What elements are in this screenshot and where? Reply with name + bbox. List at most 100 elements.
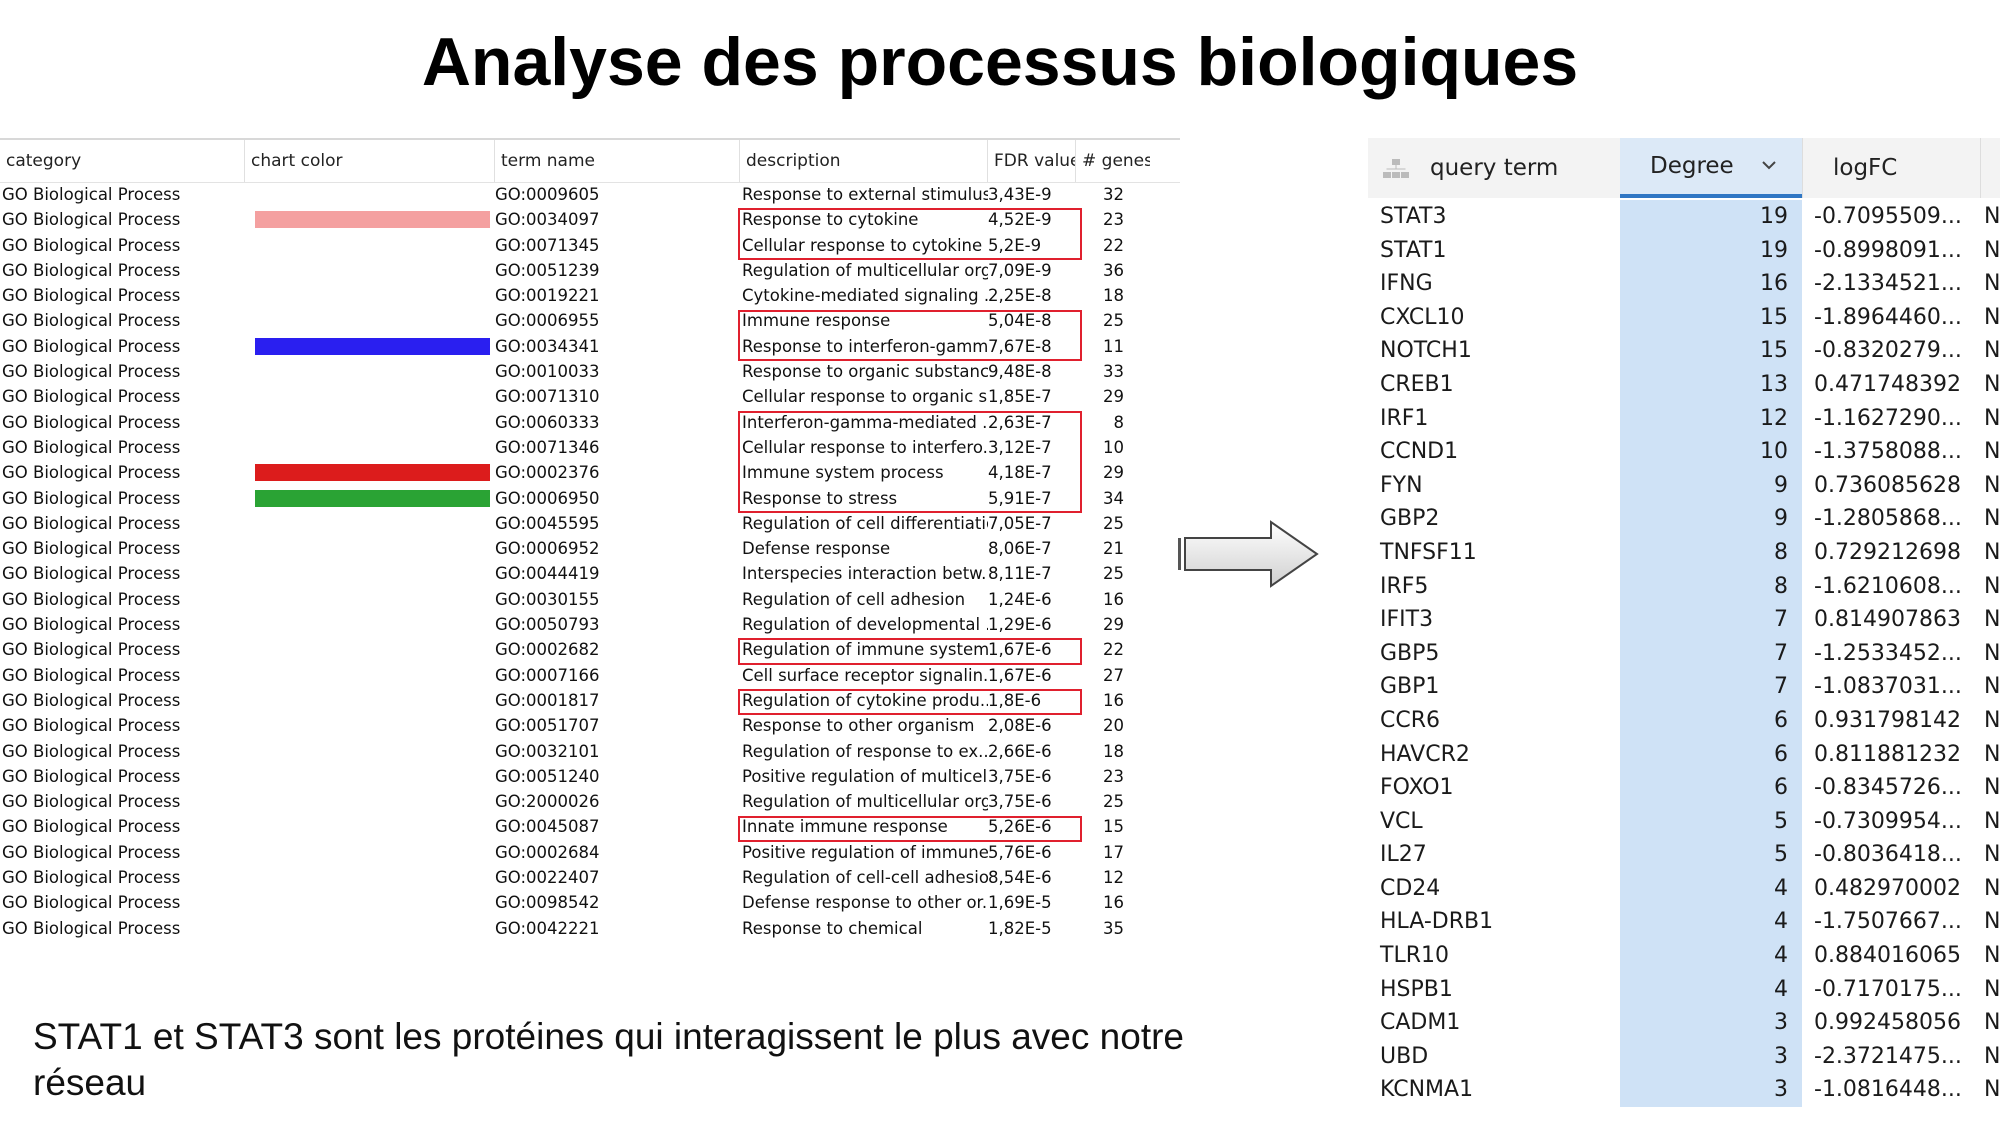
table-row[interactable]: TNFSF11 8 0.729212698 N: [1368, 535, 2000, 570]
table-row[interactable]: GO Biological Process GO:0042221 Response …: [0, 916, 1180, 941]
table-row[interactable]: CD24 4 0.482970002 N: [1368, 871, 2000, 906]
header-genes[interactable]: # genes: [1082, 151, 1150, 171]
term-name-cell: GO:0002682: [495, 640, 600, 660]
highlight-box: [738, 689, 1082, 716]
header-truncated-column[interactable]: [1980, 138, 2000, 198]
header-term-name[interactable]: term name: [495, 140, 740, 182]
logfc-cell: -1.3758088...: [1814, 439, 1962, 465]
query-term-cell: HLA-DRB1: [1380, 909, 1494, 935]
degree-cell: 15: [1620, 300, 1802, 335]
table-row[interactable]: GO Biological Process GO:0098542 Defense r…: [0, 890, 1180, 915]
table-row[interactable]: CXCL10 15 -1.8964460... N: [1368, 300, 2000, 335]
table-row[interactable]: GO Biological Process GO:0006952 Defense r…: [0, 536, 1180, 561]
table-row[interactable]: GO Biological Process GO:0060333 Interfero…: [0, 410, 1180, 435]
table-row[interactable]: GO Biological Process GO:0002682 Regulatio…: [0, 637, 1180, 662]
table-row[interactable]: CREB1 13 0.471748392 N: [1368, 367, 2000, 402]
chart-color-cell: [245, 308, 495, 333]
category-cell: GO Biological Process: [2, 311, 181, 331]
highlight-box: [738, 410, 1082, 513]
table-row[interactable]: HAVCR2 6 0.811881232 N: [1368, 737, 2000, 772]
table-row[interactable]: TLR10 4 0.884016065 N: [1368, 939, 2000, 973]
header-degree[interactable]: Degree: [1620, 138, 1802, 198]
table-row[interactable]: CCR6 6 0.931798142 N: [1368, 703, 2000, 738]
table-row[interactable]: GO Biological Process GO:0022407 Regulatio…: [0, 865, 1180, 890]
table-row[interactable]: GO Biological Process GO:0050793 Regulatio…: [0, 612, 1180, 637]
table-row[interactable]: GO Biological Process GO:0002376 Immune sy…: [0, 460, 1180, 485]
table-row[interactable]: STAT3 19 -0.7095509... N: [1368, 200, 2000, 234]
chevron-down-icon[interactable]: [1760, 156, 1778, 174]
term-name-cell: GO:0050793: [495, 615, 600, 635]
table-row[interactable]: GO Biological Process GO:0071346 Cellular …: [0, 435, 1180, 460]
table-row[interactable]: GO Biological Process GO:0071310 Cellular …: [0, 384, 1180, 409]
genes-count-cell: 20: [1103, 716, 1124, 736]
header-query-term[interactable]: query term: [1368, 138, 1620, 198]
table-row[interactable]: GO Biological Process GO:0034341 Response …: [0, 334, 1180, 359]
table-row[interactable]: GO Biological Process GO:0030155 Regulatio…: [0, 587, 1180, 612]
query-term-cell: STAT1: [1380, 237, 1447, 263]
chart-color-cell: [245, 283, 495, 308]
chart-color-cell: [245, 182, 495, 207]
table-row[interactable]: GO Biological Process GO:0051707 Response …: [0, 713, 1180, 738]
table-row[interactable]: GBP5 7 -1.2533452... N: [1368, 636, 2000, 671]
logfc-cell: 0.814907863: [1814, 607, 1961, 633]
table-row[interactable]: GO Biological Process GO:0044419 Interspec…: [0, 561, 1180, 586]
table-row[interactable]: VCL 5 -0.7309954... N: [1368, 804, 2000, 839]
header-fdr-value[interactable]: FDR value: [988, 140, 1076, 182]
table-row[interactable]: CCND1 10 -1.3758088... N: [1368, 435, 2000, 469]
header-chart-color[interactable]: chart color: [245, 140, 495, 182]
logfc-cell: -1.8964460...: [1814, 304, 1962, 330]
table-row[interactable]: GBP1 7 -1.0837031... N: [1368, 670, 2000, 704]
header-category[interactable]: category: [0, 140, 245, 182]
genes-count-cell: 29: [1103, 463, 1124, 483]
table-row[interactable]: FYN 9 0.736085628 N: [1368, 468, 2000, 503]
table-row[interactable]: IFNG 16 -2.1334521... N: [1368, 267, 2000, 301]
table-row[interactable]: NOTCH1 15 -0.8320279... N: [1368, 334, 2000, 368]
table-row[interactable]: GO Biological Process GO:0006955 Immune re…: [0, 308, 1180, 333]
table-row[interactable]: GO Biological Process GO:0045595 Regulatio…: [0, 511, 1180, 536]
table-row[interactable]: GO Biological Process GO:0002684 Positive …: [0, 840, 1180, 865]
header-logfc[interactable]: logFC: [1802, 138, 1980, 198]
table-row[interactable]: HSPB1 4 -0.7170175... N: [1368, 972, 2000, 1007]
description-cell: Interspecies interaction betw...: [742, 564, 988, 584]
table-row[interactable]: GO Biological Process GO:0019221 Cytokine-…: [0, 283, 1180, 308]
category-cell: GO Biological Process: [2, 387, 181, 407]
table-row[interactable]: GO Biological Process GO:0010033 Response …: [0, 359, 1180, 384]
category-cell: GO Biological Process: [2, 766, 181, 786]
degree-cell: 6: [1620, 703, 1802, 738]
chart-color-cell: [245, 233, 495, 258]
table-row[interactable]: GO Biological Process GO:0034097 Response …: [0, 207, 1180, 232]
truncated-cell: N: [1984, 909, 2000, 935]
table-row[interactable]: FOXO1 6 -0.8345726... N: [1368, 771, 2000, 805]
query-term-cell: UBD: [1380, 1043, 1429, 1069]
logfc-cell: -0.8998091...: [1814, 237, 1962, 263]
table-row[interactable]: KCNMA1 3 -1.0816448... N: [1368, 1073, 2000, 1108]
table-row[interactable]: IFIT3 7 0.814907863 N: [1368, 603, 2000, 637]
table-row[interactable]: GBP2 9 -1.2805868... N: [1368, 502, 2000, 536]
category-cell: GO Biological Process: [2, 615, 181, 635]
header-description[interactable]: description: [740, 140, 988, 182]
table-row[interactable]: GO Biological Process GO:0045087 Innate im…: [0, 814, 1180, 839]
degree-cell: 3: [1620, 1073, 1802, 1108]
table-row[interactable]: STAT1 19 -0.8998091... N: [1368, 233, 2000, 268]
table-row[interactable]: HLA-DRB1 4 -1.7507667... N: [1368, 905, 2000, 940]
table-row[interactable]: GO Biological Process GO:0032101 Regulatio…: [0, 739, 1180, 764]
description-cell: Positive regulation of multicell...: [742, 766, 988, 786]
table-row[interactable]: IRF1 12 -1.1627290... N: [1368, 401, 2000, 436]
table-row[interactable]: GO Biological Process GO:0051239 Regulatio…: [0, 258, 1180, 283]
table-row[interactable]: GO Biological Process GO:0009605 Response …: [0, 182, 1180, 207]
table-row[interactable]: GO Biological Process GO:0006950 Response …: [0, 486, 1180, 511]
genes-count-cell: 35: [1103, 918, 1124, 938]
table-row[interactable]: UBD 3 -2.3721475... N: [1368, 1039, 2000, 1074]
table-row[interactable]: GO Biological Process GO:2000026 Regulatio…: [0, 789, 1180, 814]
table-row[interactable]: GO Biological Process GO:0071345 Cellular …: [0, 233, 1180, 258]
table-row[interactable]: CADM1 3 0.992458056 N: [1368, 1006, 2000, 1040]
table-row[interactable]: GO Biological Process GO:0001817 Regulatio…: [0, 688, 1180, 713]
table-row[interactable]: IL27 5 -0.8036418... N: [1368, 838, 2000, 872]
genes-count-cell: 25: [1103, 792, 1124, 812]
term-name-cell: GO:0022407: [495, 868, 600, 888]
table-row[interactable]: GO Biological Process GO:0007166 Cell surf…: [0, 663, 1180, 688]
query-term-cell: TNFSF11: [1380, 539, 1477, 565]
table-row[interactable]: GO Biological Process GO:0051240 Positive …: [0, 764, 1180, 789]
category-cell: GO Biological Process: [2, 640, 181, 660]
table-row[interactable]: IRF5 8 -1.6210608... N: [1368, 569, 2000, 604]
